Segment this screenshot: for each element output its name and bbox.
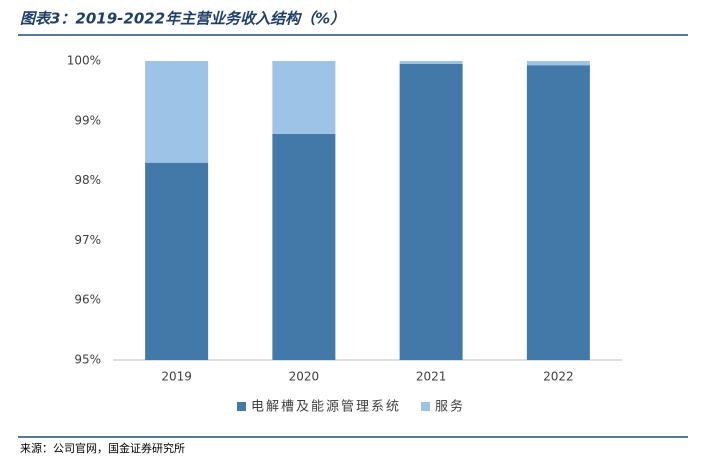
- y-tick-label: 98%: [74, 173, 101, 187]
- bar-segment: [526, 61, 590, 66]
- chart-title: 图表3：2019-2022年主营业务收入结构（%）: [20, 10, 345, 28]
- bar-segment: [145, 162, 209, 360]
- bar-segment: [399, 61, 463, 64]
- x-tick-label: 2022: [543, 370, 574, 384]
- y-tick-label: 96%: [74, 293, 101, 307]
- bar-segment: [399, 63, 463, 361]
- y-tick-label: 97%: [74, 233, 101, 247]
- bar-segment: [145, 61, 209, 163]
- legend-label: 电解槽及能源管理系统: [251, 400, 401, 415]
- x-tick-label: 2019: [161, 370, 192, 384]
- y-tick-label: 95%: [74, 353, 101, 367]
- y-tick-label: 100%: [67, 54, 101, 68]
- legend-swatch: [237, 402, 246, 411]
- legend-swatch: [421, 402, 431, 411]
- legend-label: 服务: [435, 399, 465, 415]
- bar-segment: [272, 61, 336, 134]
- x-tick-label: 2021: [416, 370, 447, 384]
- y-tick-label: 99%: [74, 113, 101, 127]
- bar-segment: [526, 65, 590, 360]
- bar-segment: [272, 133, 336, 360]
- x-tick-label: 2020: [289, 370, 320, 384]
- source: 来源：公司官网，国金证券研究所: [20, 441, 185, 455]
